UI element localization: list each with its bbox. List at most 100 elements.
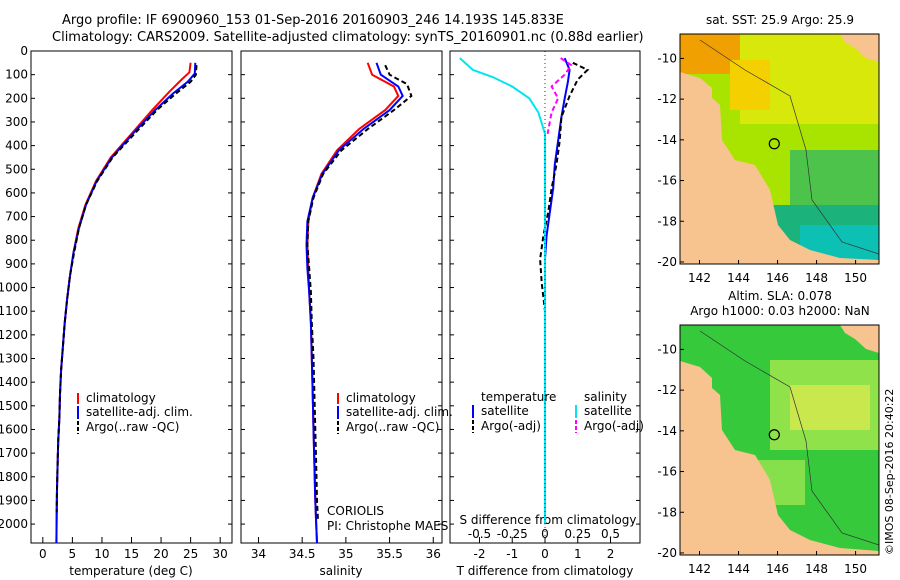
- diff-legend-s-satellite-label: satellite: [584, 404, 632, 418]
- map-longitude-label: 148: [805, 271, 828, 285]
- salinity-axis-label: salinity: [319, 564, 362, 578]
- legend-argo-label: Argo(..raw -QC): [86, 420, 179, 434]
- series-line-satellite: [459, 57, 546, 525]
- depth-tick-label: 1500: [0, 399, 28, 413]
- header-line-2: Climatology: CARS2009. Satellite-adjuste…: [52, 30, 644, 45]
- map-longitude-label: 150: [844, 562, 867, 576]
- sla-map-land-png: [840, 325, 879, 353]
- map-longitude-label: 142: [688, 562, 711, 576]
- depth-tick-label: 900: [5, 257, 28, 271]
- depth-tick-label: 100: [5, 68, 28, 82]
- temperature-axis-label: temperature (deg C): [69, 564, 192, 578]
- depth-tick-label: 0: [20, 44, 28, 58]
- series-line-argo-adj: [546, 57, 573, 134]
- pi-label: PI: Christophe MAES: [327, 519, 448, 533]
- depth-tick-label: 2000: [0, 517, 28, 531]
- series-line-argo-adj: [539, 61, 590, 513]
- sla-map-title: Altim. SLA: 0.078: [728, 289, 832, 303]
- depth-tick-label: 400: [5, 139, 28, 153]
- sal-legend-argo-label: Argo(..raw -QC): [346, 420, 439, 434]
- depth-tick-label: 600: [5, 186, 28, 200]
- sla-map-subtitle: Argo h1000: 0.03 h2000: NaN: [690, 304, 870, 318]
- diff-legend-t-satellite-label: satellite: [481, 404, 529, 418]
- depth-tick-label: 1900: [0, 493, 28, 507]
- map-latitude-label: -10: [657, 51, 677, 65]
- depth-tick-label: 1800: [0, 470, 28, 484]
- temperature-panel-frame: [30, 50, 233, 544]
- sla-map-land-australia: [680, 361, 879, 555]
- depth-tick-label: 1200: [0, 328, 28, 342]
- diff-legend-salinity-title: salinity: [584, 390, 627, 404]
- s-difference-tick-label: 0.25: [564, 527, 591, 541]
- map-longitude-label: 142: [688, 271, 711, 285]
- axes-ticks-group: 0100200300400500600700800900100011001200…: [0, 44, 640, 561]
- t-difference-tick-label: -2: [473, 547, 485, 561]
- sst-map: [680, 34, 879, 264]
- depth-tick-label: 300: [5, 115, 28, 129]
- sst-map-land-australia: [680, 72, 879, 264]
- header-line-1: Argo profile: IF 6900960_153 01-Sep-2016…: [62, 13, 564, 28]
- depth-tick-label: 1300: [0, 352, 28, 366]
- t-difference-tick-label: 1: [574, 547, 582, 561]
- profile-location-marker: [768, 138, 780, 150]
- t-difference-axis-label: T difference from climatology: [456, 564, 634, 578]
- sal-legend-climatology-label: climatology: [346, 391, 416, 405]
- map-longitude-label: 146: [766, 562, 789, 576]
- depth-tick-label: 800: [5, 233, 28, 247]
- temperature-tick-label: 5: [69, 547, 77, 561]
- sst-map-shelf-contour: [699, 39, 879, 255]
- depth-tick-label: 1100: [0, 304, 28, 318]
- data-centre-label: CORIOLIS: [327, 504, 384, 518]
- map-longitude-label: 144: [727, 271, 750, 285]
- copyright-stamp: ©IMOS 08-Sep-2016 20:40:22: [883, 389, 896, 555]
- series-line-satellite-adj-clim: [55, 62, 197, 544]
- s-difference-tick-label: -0.5: [468, 527, 491, 541]
- map-latitude-label: -14: [657, 133, 677, 147]
- depth-tick-label: 1000: [0, 281, 28, 295]
- series-line-satellite: [544, 57, 571, 525]
- sst-map-land-png: [840, 34, 879, 62]
- profile-location-marker: [768, 429, 780, 441]
- map-longitude-label: 148: [805, 562, 828, 576]
- s-difference-axis-label: S difference from climatology: [460, 513, 637, 527]
- series-line-argo-raw-qc: [55, 65, 198, 513]
- sst-map-frame: [679, 33, 880, 265]
- depth-tick-label: 200: [5, 91, 28, 105]
- temperature-series-group: [55, 62, 198, 544]
- depth-tick-label: 1600: [0, 422, 28, 436]
- legend-satellite-label: satellite-adj. clim.: [86, 405, 193, 419]
- difference-legend: temperature salinity satellite Argo(-adj…: [472, 390, 644, 433]
- series-line-climatology: [306, 62, 400, 544]
- map-latitude-label: -12: [657, 383, 677, 397]
- map-latitude-label: -18: [657, 505, 677, 519]
- map-longitude-label: 146: [766, 271, 789, 285]
- series-line-satellite-adj-clim: [305, 62, 404, 544]
- s-difference-tick-label: -0.25: [497, 527, 528, 541]
- diff-legend-t-argo-label: Argo(-adj): [481, 419, 541, 433]
- difference-series-group: [459, 57, 590, 525]
- temperature-tick-label: 20: [153, 547, 168, 561]
- map-latitude-label: -12: [657, 92, 677, 106]
- s-difference-tick-label: 0.5: [601, 527, 620, 541]
- map-longitude-label: 150: [844, 271, 867, 285]
- map-latitude-label: -20: [657, 255, 677, 269]
- map-latitude-label: -16: [657, 174, 677, 188]
- depth-tick-label: 1400: [0, 375, 28, 389]
- salinity-tick-label: 34.5: [289, 547, 316, 561]
- sst-map-warm-patch-c: [730, 60, 770, 110]
- map-latitude-label: -20: [657, 546, 677, 560]
- sla-map: [680, 325, 879, 555]
- t-difference-tick-label: 0: [541, 547, 549, 561]
- map-latitude-label: -10: [657, 342, 677, 356]
- salinity-tick-label: 35.5: [376, 547, 403, 561]
- sst-map-title: sat. SST: 25.9 Argo: 25.9: [706, 13, 854, 27]
- map-longitude-label: 144: [727, 562, 750, 576]
- salinity-tick-label: 35: [338, 547, 353, 561]
- depth-tick-label: 500: [5, 162, 28, 176]
- diff-legend-s-argo-label: Argo(-adj): [584, 419, 644, 433]
- map-latitude-label: -18: [657, 214, 677, 228]
- legend-climatology-label: climatology: [86, 391, 156, 405]
- t-difference-tick-label: -1: [506, 547, 518, 561]
- temperature-tick-label: 10: [94, 547, 109, 561]
